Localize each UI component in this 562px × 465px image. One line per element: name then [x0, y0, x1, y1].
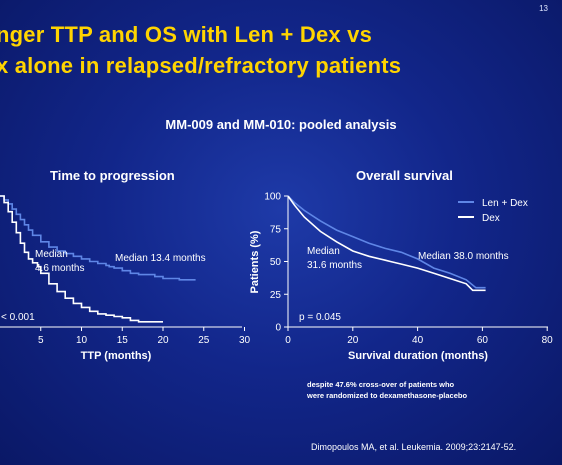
- os-series: [287, 195, 486, 292]
- ttp-x-axis-title: TTP (months): [81, 350, 152, 362]
- ttp-lendex-median-label: Median 13.4 months: [115, 253, 206, 264]
- os-legend-lendex-label: Len + Dex: [482, 198, 528, 209]
- ttp-x-tick-label: 10: [76, 335, 88, 346]
- os-y-tick-label: 100: [264, 192, 281, 203]
- os-x-ticks: 0 20 40 60 80: [285, 327, 553, 346]
- citation: Dimopoulos MA, et al. Leukemia. 2009;23:…: [311, 442, 517, 452]
- ttp-x-tick-label: 5: [38, 335, 44, 346]
- footnote-line-2: were randomized to dexamethasone-placebo: [307, 391, 468, 400]
- slide-subtitle: MM-009 and MM-010: pooled analysis: [165, 117, 397, 132]
- os-y-axis-title: Patients (%): [249, 230, 261, 293]
- ttp-x-tick-label: 25: [198, 335, 210, 346]
- slide-title-line-2: x alone in relapsed/refractory patients: [0, 53, 402, 78]
- ttp-x-tick-label: 20: [157, 335, 169, 346]
- os-x-tick-label: 0: [285, 335, 291, 346]
- os-x-axis-title: Survival duration (months): [348, 350, 488, 362]
- os-p-value: p = 0.045: [299, 312, 341, 323]
- ttp-dex-median-label-1: Median: [35, 249, 68, 260]
- os-y-tick-label: 75: [270, 224, 282, 235]
- ttp-dex-median-label-2: 4.6 months: [35, 263, 84, 274]
- slide-title-line-1: nger TTP and OS with Len + Dex vs: [0, 22, 373, 47]
- os-y-tick-label: 0: [275, 323, 281, 334]
- os-y-tick-label: 25: [270, 290, 282, 301]
- os-lendex-median-label: Median 38.0 months: [418, 251, 509, 262]
- os-x-tick-label: 40: [412, 335, 424, 346]
- os-chart: 0 20 40 60 80 0 25 50 75 100 Patients (%) Surviv…: [249, 192, 553, 363]
- slide-number: 13: [539, 4, 548, 13]
- ttp-series: [0, 195, 196, 323]
- ttp-dex-line: [0, 195, 163, 323]
- os-x-tick-label: 60: [477, 335, 489, 346]
- os-dex-median-label-2: 31.6 months: [307, 260, 362, 271]
- os-lendex-line: [287, 195, 486, 289]
- ttp-p-value: < 0.001: [1, 312, 35, 323]
- ttp-x-tick-label: 30: [239, 335, 251, 346]
- ttp-x-ticks: 5 10 15 20 25 30: [38, 327, 251, 346]
- os-x-tick-label: 20: [347, 335, 359, 346]
- os-y-tick-label: 50: [270, 257, 282, 268]
- footnote: despite 47.6% cross-over of patients who…: [307, 379, 537, 401]
- os-dex-median-label-1: Median: [307, 246, 340, 257]
- os-legend-dex-label: Dex: [482, 213, 500, 224]
- ttp-chart-title: Time to progression: [50, 168, 175, 183]
- os-x-tick-label: 80: [542, 335, 554, 346]
- os-chart-title: Overall survival: [356, 168, 453, 183]
- ttp-x-tick-label: 15: [117, 335, 129, 346]
- os-y-ticks: 0 25 50 75 100: [264, 192, 288, 334]
- ttp-chart: 5 10 15 20 25 30 TTP (months) Median 4.6 mont…: [0, 195, 251, 362]
- ttp-lendex-line: [0, 195, 196, 281]
- os-dex-line: [287, 195, 486, 292]
- footnote-line-1: despite 47.6% cross-over of patients who: [307, 380, 455, 389]
